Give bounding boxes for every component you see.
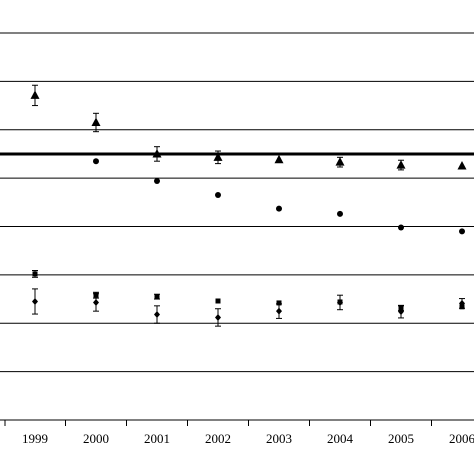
x-tick-label: 2001 [144,431,170,446]
diamond-marker [398,308,404,316]
triangle-marker [30,90,40,99]
diamond-marker [154,311,160,319]
circle-marker [276,205,282,212]
circle-marker [154,178,160,185]
diamond-marker [93,298,99,306]
triangle-marker [152,148,162,158]
x-tick-label: 2005 [388,431,414,446]
diamond-marker [459,299,465,307]
data-markers [30,90,467,321]
x-tick-label: 2004 [327,431,354,446]
circle-marker [337,210,343,217]
triangle-marker [457,161,467,170]
triangle-marker [396,160,406,169]
square-marker [32,271,38,277]
diamond-marker [32,297,38,305]
x-tick-label: 1999 [22,431,48,446]
circle-marker [398,224,404,231]
square-marker [215,298,221,304]
triangle-marker [91,117,101,126]
x-tick-label: 2003 [266,431,292,446]
x-tick-label: 2002 [205,431,231,446]
x-tick-label: 2006 [449,431,474,446]
circle-marker [215,192,221,199]
triangle-marker [274,154,284,164]
gridlines [0,32,474,373]
triangle-marker [335,157,345,166]
x-tick-label: 2000 [83,431,109,446]
diamond-marker [215,313,221,321]
diamond-marker [276,307,282,315]
square-marker [276,300,282,306]
circle-marker [459,228,465,235]
square-marker [154,294,160,300]
triangle-marker [213,152,223,161]
diamond-marker [337,298,343,306]
x-tick-labels: 1999 2000 2001 2002 2003 2004 2005 2006 [22,431,474,446]
square-marker [93,292,99,298]
circle-marker [93,158,99,165]
x-axis [0,419,474,426]
